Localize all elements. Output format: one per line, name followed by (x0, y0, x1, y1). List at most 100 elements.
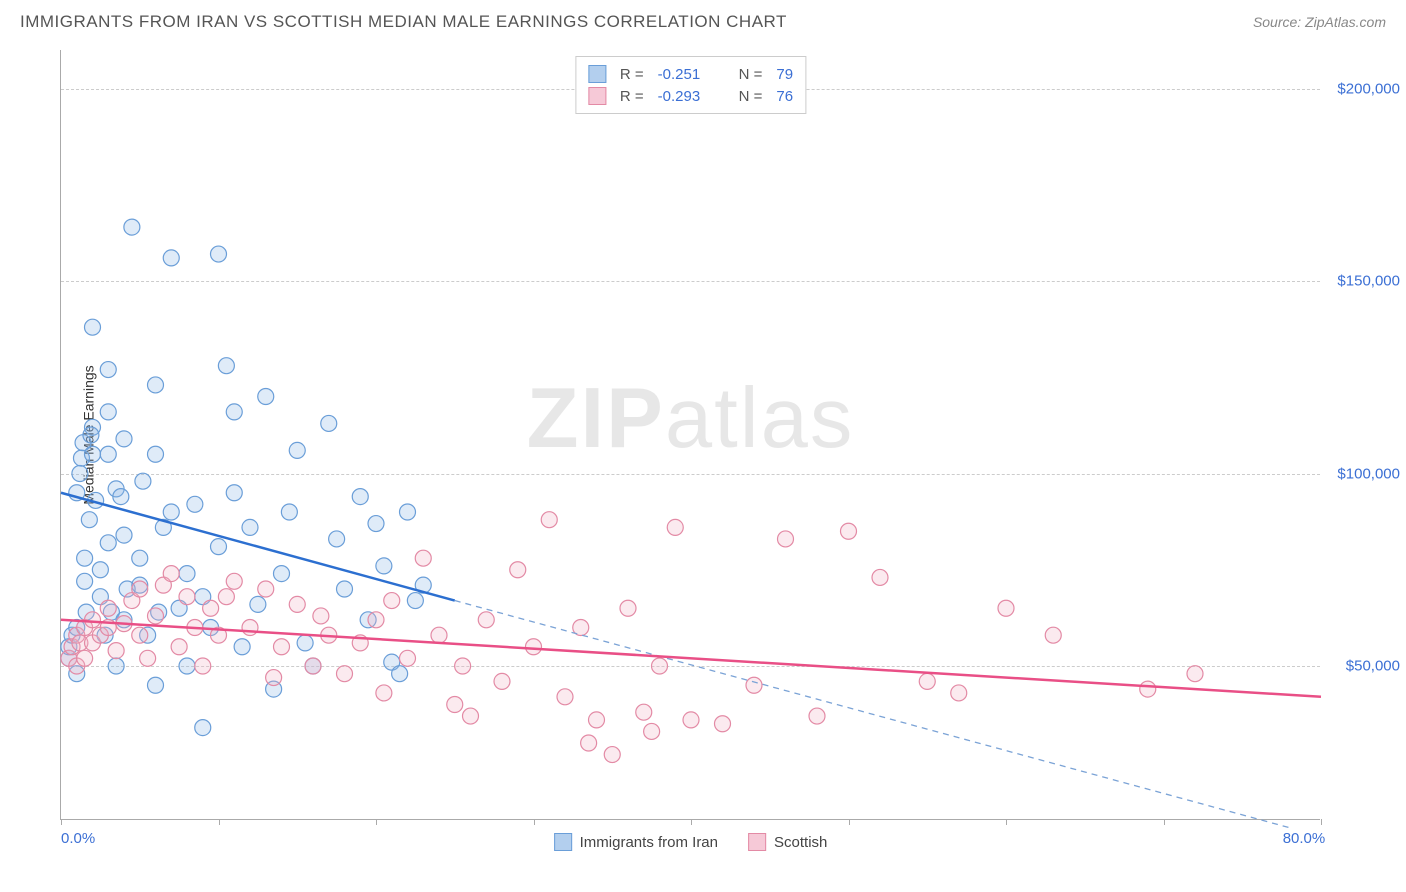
x-tick-label: 80.0% (1283, 830, 1326, 847)
scatter-point (163, 250, 179, 266)
scatter-point (85, 612, 101, 628)
series-legend: Immigrants from Iran Scottish (554, 833, 828, 851)
scatter-point (667, 519, 683, 535)
n-value: 76 (776, 88, 793, 105)
scatter-point (644, 723, 660, 739)
scatter-point (297, 635, 313, 651)
scatter-point (171, 639, 187, 655)
scatter-point (431, 627, 447, 643)
scatter-point (337, 581, 353, 597)
scatter-point (463, 708, 479, 724)
scatter-point (274, 639, 290, 655)
scatter-point (636, 704, 652, 720)
x-tick (691, 819, 692, 825)
scatter-svg (61, 50, 1320, 819)
chart-container: Median Male Earnings ZIPatlas $50,000$10… (60, 50, 1390, 850)
y-tick-label: $100,000 (1337, 465, 1400, 482)
scatter-point (274, 566, 290, 582)
r-value: -0.293 (658, 88, 713, 105)
scatter-point (604, 747, 620, 763)
scatter-point (321, 415, 337, 431)
scatter-point (148, 377, 164, 393)
scatter-point (226, 404, 242, 420)
correlation-legend-row: R = -0.293 N = 76 (588, 85, 793, 107)
scatter-point (951, 685, 967, 701)
scatter-point (179, 589, 195, 605)
correlation-legend: R =-0.251N =79R =-0.293N =76 (575, 56, 806, 114)
scatter-point (100, 535, 116, 551)
scatter-point (407, 593, 423, 609)
scatter-point (108, 658, 124, 674)
n-label: N = (739, 66, 763, 83)
scatter-point (305, 658, 321, 674)
r-label: R = (620, 66, 644, 83)
legend-swatch (588, 87, 606, 105)
legend-swatch (554, 833, 572, 851)
x-tick-label: 0.0% (61, 830, 95, 847)
scatter-point (778, 531, 794, 547)
scatter-point (455, 658, 471, 674)
scatter-point (226, 485, 242, 501)
legend-swatch (588, 65, 606, 83)
scatter-point (289, 596, 305, 612)
scatter-point (195, 720, 211, 736)
scatter-point (132, 581, 148, 597)
scatter-point (132, 550, 148, 566)
scatter-point (195, 658, 211, 674)
scatter-point (352, 489, 368, 505)
x-tick (534, 819, 535, 825)
scatter-point (384, 593, 400, 609)
legend-swatch (748, 833, 766, 851)
scatter-point (281, 504, 297, 520)
scatter-point (77, 573, 93, 589)
scatter-point (140, 650, 156, 666)
scatter-point (337, 666, 353, 682)
scatter-point (258, 389, 274, 405)
scatter-point (211, 539, 227, 555)
series-legend-item: Immigrants from Iran (554, 833, 718, 851)
n-value: 79 (776, 66, 793, 83)
x-tick (849, 819, 850, 825)
scatter-point (313, 608, 329, 624)
regression-line (61, 620, 1321, 697)
x-tick (61, 819, 62, 825)
scatter-point (148, 608, 164, 624)
scatter-point (400, 504, 416, 520)
scatter-point (872, 569, 888, 585)
scatter-point (100, 362, 116, 378)
scatter-point (447, 697, 463, 713)
scatter-point (81, 512, 97, 528)
scatter-point (376, 558, 392, 574)
scatter-point (187, 496, 203, 512)
scatter-point (124, 219, 140, 235)
x-tick (219, 819, 220, 825)
scatter-point (132, 627, 148, 643)
scatter-point (148, 677, 164, 693)
scatter-point (392, 666, 408, 682)
r-label: R = (620, 88, 644, 105)
scatter-point (557, 689, 573, 705)
series-legend-label: Scottish (774, 834, 827, 851)
scatter-point (250, 596, 266, 612)
series-legend-item: Scottish (748, 833, 827, 851)
scatter-point (113, 489, 129, 505)
scatter-point (148, 446, 164, 462)
scatter-point (242, 620, 258, 636)
n-label: N = (739, 88, 763, 105)
scatter-point (100, 404, 116, 420)
scatter-point (652, 658, 668, 674)
scatter-point (258, 581, 274, 597)
chart-title: IMMIGRANTS FROM IRAN VS SCOTTISH MEDIAN … (20, 12, 787, 32)
scatter-point (163, 566, 179, 582)
scatter-point (77, 550, 93, 566)
scatter-point (211, 246, 227, 262)
y-tick-label: $200,000 (1337, 80, 1400, 97)
scatter-point (226, 573, 242, 589)
scatter-point (415, 550, 431, 566)
scatter-point (100, 600, 116, 616)
scatter-point (478, 612, 494, 628)
scatter-point (77, 650, 93, 666)
scatter-point (746, 677, 762, 693)
scatter-point (83, 427, 99, 443)
correlation-legend-row: R =-0.251N =79 (588, 63, 793, 85)
